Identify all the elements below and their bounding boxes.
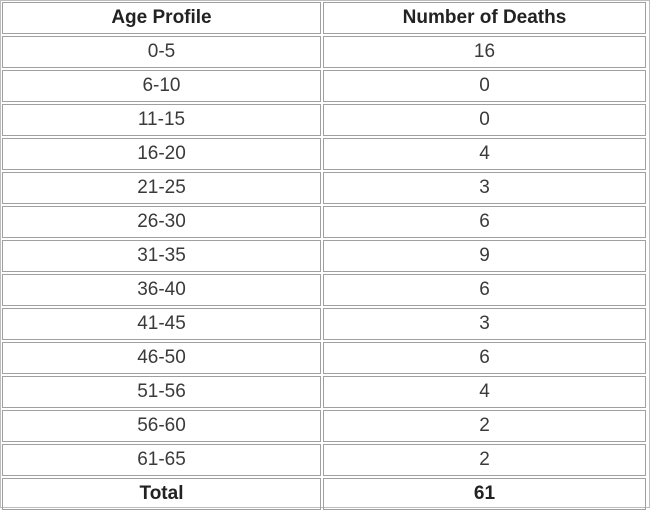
age-cell: 16-20 (2, 138, 321, 170)
deaths-cell: 3 (322, 172, 646, 204)
deaths-cell: 6 (322, 206, 646, 238)
deaths-cell: 6 (322, 342, 646, 374)
deaths-cell: 4 (322, 376, 646, 408)
age-cell: 56-60 (2, 410, 321, 442)
age-cell: 46-50 (2, 342, 321, 374)
table-row: 21-25 3 (2, 172, 646, 204)
table-row: 11-15 0 (2, 104, 646, 136)
age-cell: 21-25 (2, 172, 321, 204)
total-row: Total 61 (2, 478, 646, 510)
table-row: 6-10 0 (2, 70, 646, 102)
age-cell: 41-45 (2, 308, 321, 340)
age-cell: 31-35 (2, 240, 321, 272)
table-header-row: Age Profile Number of Deaths (2, 2, 646, 34)
deaths-cell: 2 (322, 410, 646, 442)
header-age-profile: Age Profile (2, 2, 321, 34)
age-cell: 61-65 (2, 444, 321, 476)
age-cell: 51-56 (2, 376, 321, 408)
deaths-cell: 16 (322, 36, 646, 68)
age-cell: 26-30 (2, 206, 321, 238)
table-row: 36-40 6 (2, 274, 646, 306)
age-cell: 6-10 (2, 70, 321, 102)
table-row: 56-60 2 (2, 410, 646, 442)
age-cell: 36-40 (2, 274, 321, 306)
table-row: 0-5 16 (2, 36, 646, 68)
total-label: Total (2, 478, 321, 510)
age-cell: 11-15 (2, 104, 321, 136)
deaths-cell: 0 (322, 70, 646, 102)
deaths-cell: 2 (322, 444, 646, 476)
age-cell: 0-5 (2, 36, 321, 68)
table-row: 41-45 3 (2, 308, 646, 340)
deaths-cell: 4 (322, 138, 646, 170)
deaths-cell: 9 (322, 240, 646, 272)
total-value: 61 (322, 478, 646, 510)
table-row: 26-30 6 (2, 206, 646, 238)
table-row: 31-35 9 (2, 240, 646, 272)
table-row: 61-65 2 (2, 444, 646, 476)
deaths-cell: 6 (322, 274, 646, 306)
table-row: 51-56 4 (2, 376, 646, 408)
table-row: 16-20 4 (2, 138, 646, 170)
table-row: 46-50 6 (2, 342, 646, 374)
deaths-cell: 0 (322, 104, 646, 136)
header-number-of-deaths: Number of Deaths (322, 2, 646, 34)
deaths-cell: 3 (322, 308, 646, 340)
